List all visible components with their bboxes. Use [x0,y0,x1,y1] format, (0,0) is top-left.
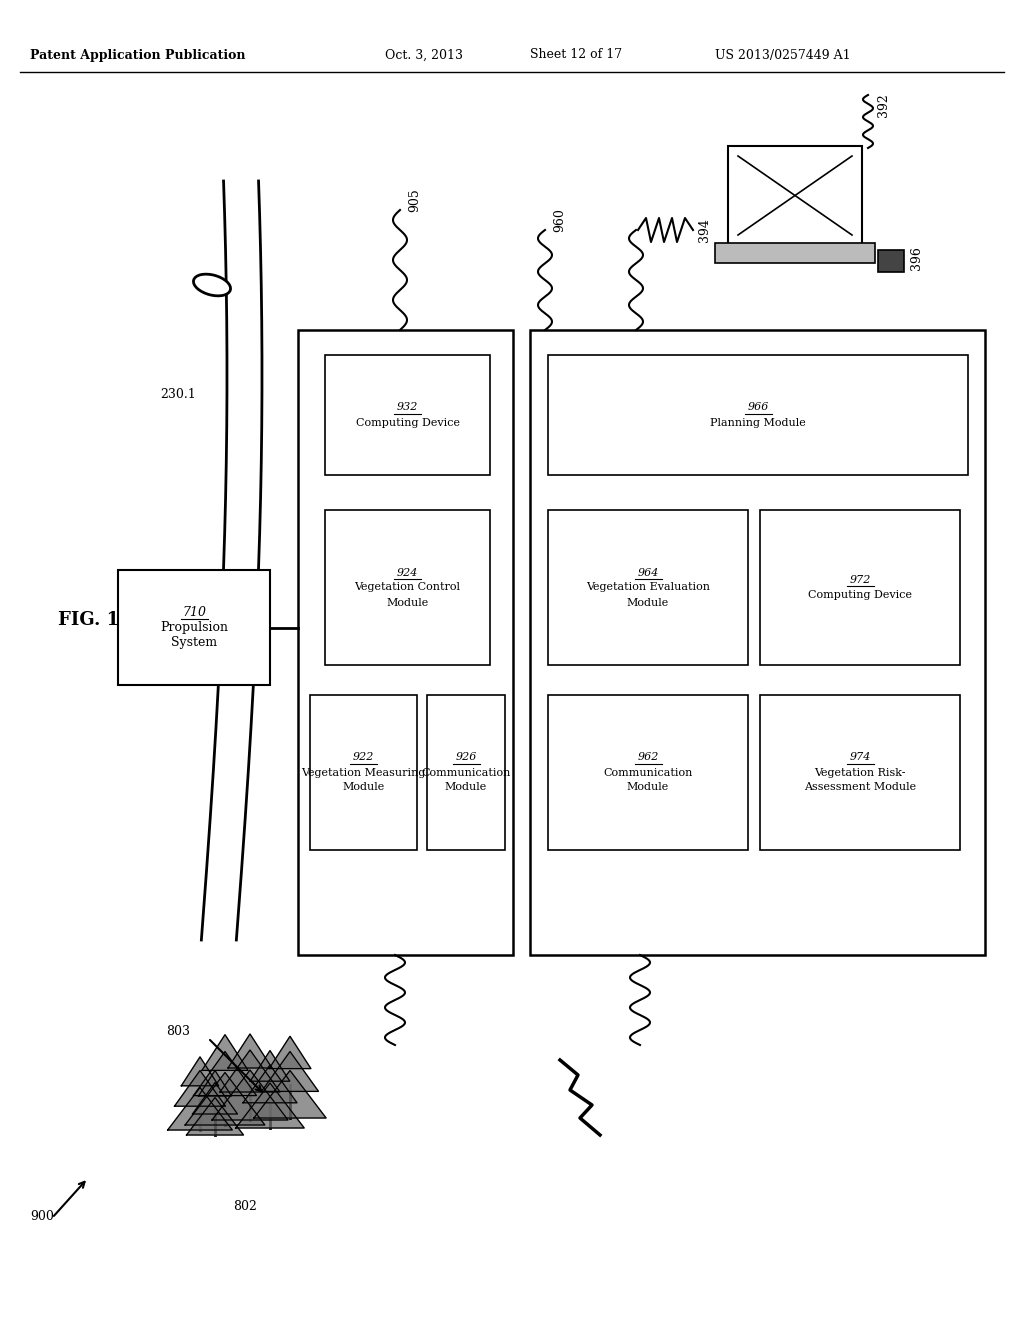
Ellipse shape [194,275,230,296]
FancyBboxPatch shape [728,147,862,246]
Text: Vegetation Risk-: Vegetation Risk- [814,767,906,777]
Text: 964: 964 [637,568,658,578]
Text: Computing Device: Computing Device [808,590,912,601]
Polygon shape [202,1035,248,1071]
Text: 710: 710 [182,606,206,619]
Polygon shape [250,1051,290,1081]
Text: Propulsion: Propulsion [160,620,228,634]
FancyBboxPatch shape [530,330,985,954]
Text: Module: Module [627,598,669,607]
FancyBboxPatch shape [760,696,961,850]
Text: Module: Module [342,783,385,792]
Text: Module: Module [627,783,669,792]
Text: Vegetation Control: Vegetation Control [354,582,461,593]
Text: 962: 962 [637,752,658,763]
Polygon shape [185,1072,265,1125]
Text: 926: 926 [456,752,477,763]
Text: Sheet 12 of 17: Sheet 12 of 17 [530,49,623,62]
Text: 905: 905 [409,189,422,213]
Polygon shape [243,1065,297,1102]
Text: 230.1: 230.1 [160,388,196,401]
Text: Module: Module [444,783,487,792]
FancyBboxPatch shape [548,510,748,665]
Text: Patent Application Publication: Patent Application Publication [30,49,246,62]
Polygon shape [174,1071,225,1106]
FancyBboxPatch shape [548,696,748,850]
FancyBboxPatch shape [878,249,904,272]
Text: Oct. 3, 2013: Oct. 3, 2013 [385,49,463,62]
Text: Module: Module [386,598,429,607]
Polygon shape [269,1036,311,1069]
FancyBboxPatch shape [427,696,505,850]
Text: Vegetation Measuring: Vegetation Measuring [301,767,426,777]
FancyBboxPatch shape [325,355,490,475]
Polygon shape [228,1034,272,1068]
Text: Vegetation Evaluation: Vegetation Evaluation [586,582,710,593]
Text: 394: 394 [698,218,711,242]
Polygon shape [186,1097,244,1135]
Text: 924: 924 [397,568,418,578]
Text: Communication: Communication [603,767,692,777]
Text: System: System [171,636,217,649]
FancyBboxPatch shape [325,510,490,665]
Text: 972: 972 [849,576,870,585]
Text: Computing Device: Computing Device [355,417,460,428]
FancyBboxPatch shape [118,570,270,685]
Text: 803: 803 [166,1026,190,1038]
Text: 932: 932 [397,403,418,412]
Text: Assessment Module: Assessment Module [804,783,916,792]
Polygon shape [254,1071,326,1118]
Polygon shape [212,1071,288,1119]
Text: 960: 960 [554,209,566,232]
Polygon shape [199,1071,231,1096]
Polygon shape [194,1052,256,1096]
Text: 966: 966 [748,403,769,412]
FancyBboxPatch shape [760,510,961,665]
Polygon shape [220,1049,280,1092]
FancyBboxPatch shape [298,330,513,954]
Text: 392: 392 [877,94,890,117]
FancyBboxPatch shape [548,355,968,475]
Text: 802: 802 [233,1200,257,1213]
Text: 900: 900 [30,1210,54,1224]
Text: 396: 396 [910,246,923,269]
Polygon shape [181,1057,219,1086]
Text: US 2013/0257449 A1: US 2013/0257449 A1 [715,49,851,62]
Text: Planning Module: Planning Module [710,417,806,428]
FancyBboxPatch shape [715,243,874,263]
Text: 922: 922 [353,752,374,763]
FancyBboxPatch shape [310,696,417,850]
Polygon shape [236,1082,304,1129]
Text: 974: 974 [849,752,870,763]
Text: Communication: Communication [421,767,511,777]
Polygon shape [193,1082,238,1114]
Polygon shape [261,1052,318,1092]
Polygon shape [168,1088,232,1130]
Text: FIG. 12: FIG. 12 [58,611,132,630]
